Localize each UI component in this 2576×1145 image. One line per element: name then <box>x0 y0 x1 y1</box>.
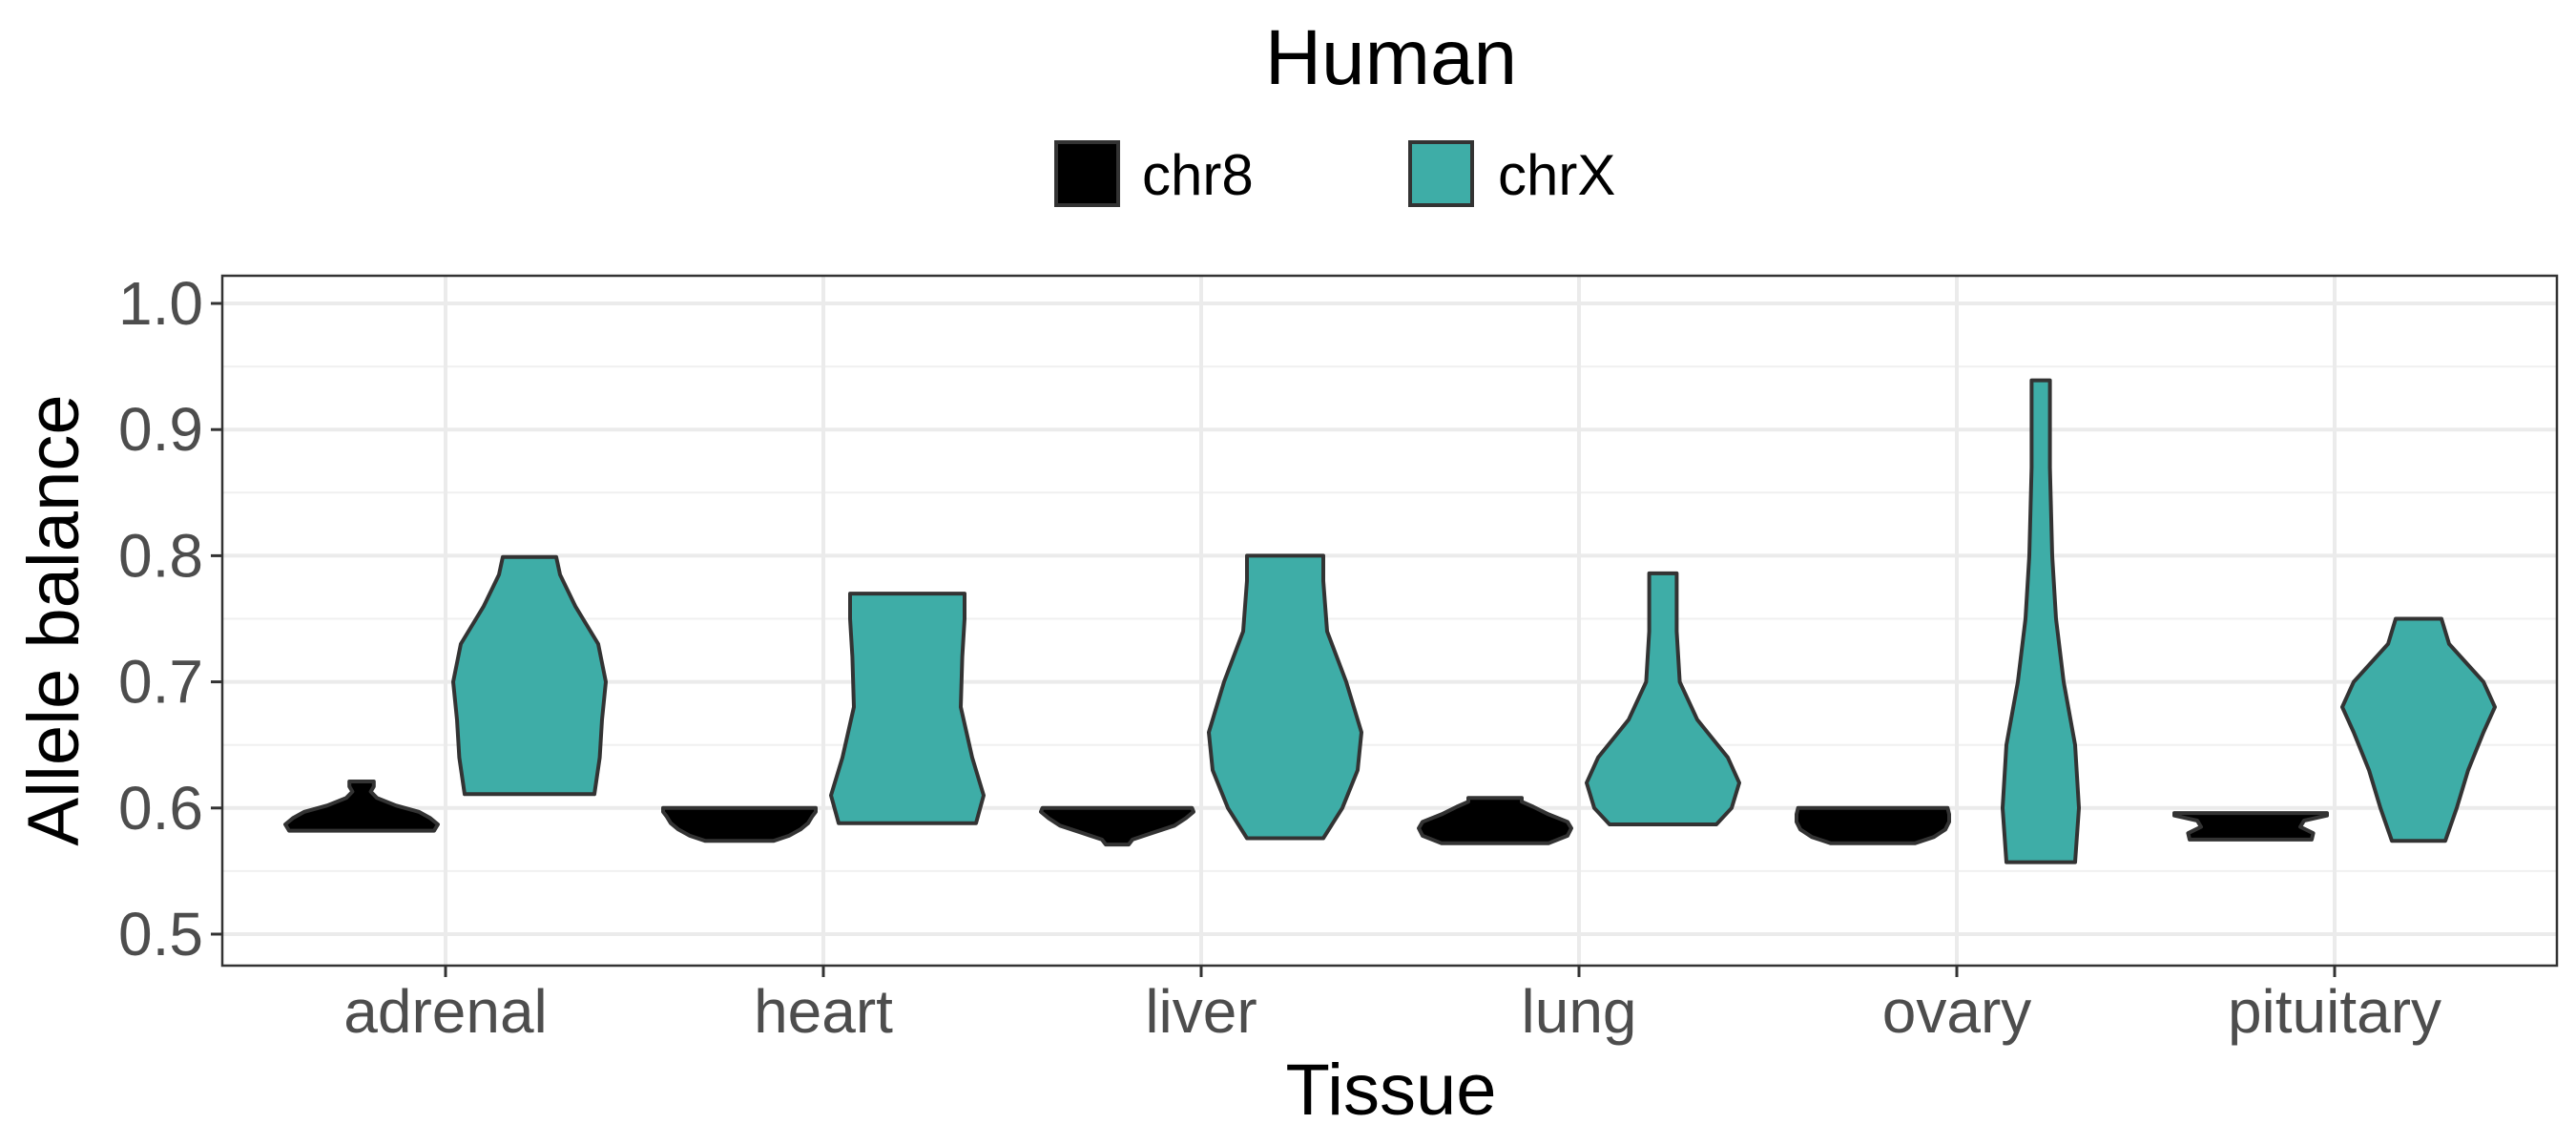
plot-panel <box>222 276 2557 966</box>
x-tick-label: heart <box>754 977 893 1046</box>
plot-border <box>220 274 2559 968</box>
legend-key-chrX <box>1408 140 1474 207</box>
x-tick-label: lung <box>1522 977 1637 1046</box>
x-axis-title: Tissue <box>1285 1050 1496 1131</box>
legend-key-chr8 <box>1054 140 1120 207</box>
y-tick-label: 0.9 <box>118 395 203 464</box>
violin-chr8-liver <box>1039 805 1195 847</box>
violin-chr8-ovary <box>1795 805 1951 845</box>
violin-chr8-lung <box>1417 796 1573 845</box>
y-tick-label: 0.5 <box>118 900 203 968</box>
violin-chr8-adrenal <box>283 780 440 833</box>
violin-chrX-adrenal <box>451 554 608 797</box>
y-tick-label: 0.7 <box>118 648 203 717</box>
violin-chr8-heart <box>661 805 818 843</box>
violin-chrX-pituitary <box>2340 616 2497 843</box>
chart-title: Human <box>1265 14 1517 101</box>
violin-chrX-lung <box>1585 571 1741 826</box>
violins <box>283 378 2497 864</box>
violin-chrX-ovary <box>2001 378 2081 864</box>
y-axis-title: Allele balance <box>13 394 94 845</box>
violin-chrX-heart <box>829 592 986 825</box>
y-tick-label: 0.6 <box>118 774 203 843</box>
grid-lines <box>222 276 2557 966</box>
axes: 0.5 0.6 0.7 0.8 0.9 1.0 adrenal heart liver lung o… <box>118 269 2441 1046</box>
legend-label-chr8: chr8 <box>1142 143 1254 207</box>
legend: chr8 chrX <box>1054 140 1615 207</box>
legend-label-chrX: chrX <box>1498 143 1615 207</box>
x-tick-label: ovary <box>1882 977 2032 1046</box>
y-tick-label: 0.8 <box>118 521 203 590</box>
x-tick-label: pituitary <box>2228 977 2441 1046</box>
violin-chr8-pituitary <box>2172 811 2329 842</box>
x-tick-label: liver <box>1145 977 1257 1046</box>
x-tick-label: adrenal <box>343 977 548 1046</box>
y-tick-label: 1.0 <box>118 269 203 338</box>
violin-chrX-liver <box>1207 553 1363 841</box>
